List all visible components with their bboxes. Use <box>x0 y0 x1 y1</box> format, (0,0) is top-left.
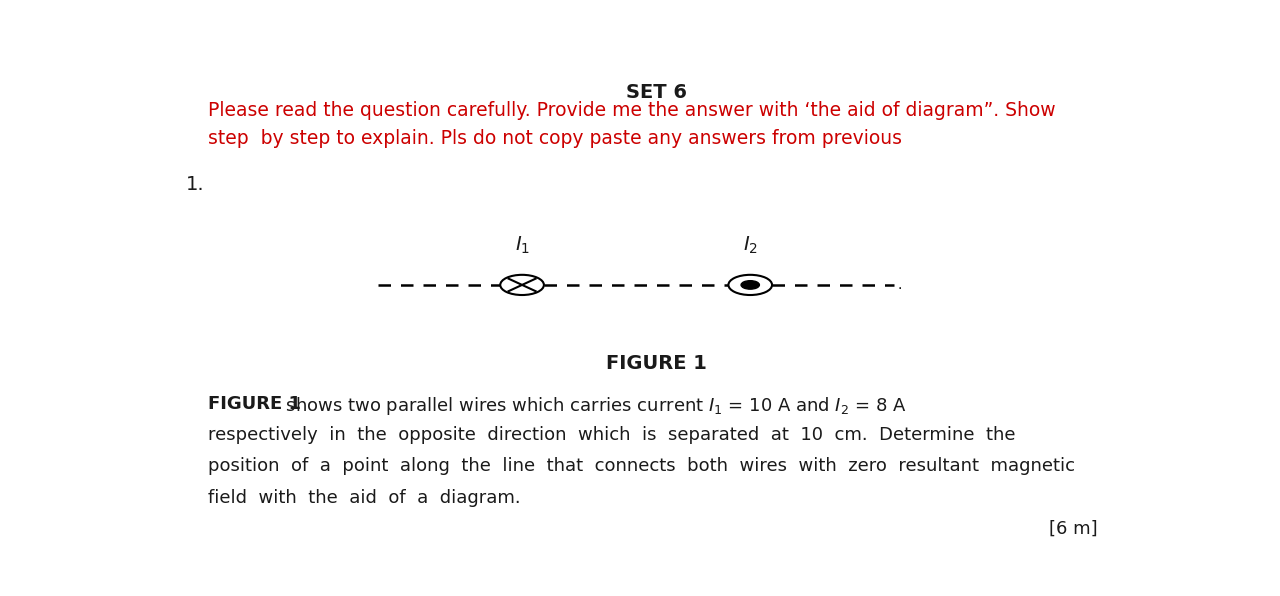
Text: shows two parallel wires which carries current $I_1$ = 10 A and $I_2$ = 8 A: shows two parallel wires which carries c… <box>280 395 906 417</box>
Text: $I_2$: $I_2$ <box>742 235 758 256</box>
Circle shape <box>741 281 759 289</box>
Text: step  by step to explain. Pls do not copy paste any answers from previous: step by step to explain. Pls do not copy… <box>207 129 901 148</box>
Text: field  with  the  aid  of  a  diagram.: field with the aid of a diagram. <box>207 489 520 507</box>
Circle shape <box>500 275 544 295</box>
Text: FIGURE 1: FIGURE 1 <box>207 395 301 413</box>
Text: 1.: 1. <box>186 175 205 194</box>
Text: Please read the question carefully. Provide me the answer with ‘the aid of diagr: Please read the question carefully. Prov… <box>207 101 1055 120</box>
Text: position  of  a  point  along  the  line  that  connects  both  wires  with  zer: position of a point along the line that … <box>207 458 1075 476</box>
Circle shape <box>728 275 772 295</box>
Text: .: . <box>897 278 901 292</box>
Text: respectively  in  the  opposite  direction  which  is  separated  at  10  cm.  D: respectively in the opposite direction w… <box>207 426 1015 444</box>
Text: FIGURE 1: FIGURE 1 <box>605 354 707 372</box>
Text: $I_1$: $I_1$ <box>515 235 530 256</box>
Text: SET 6: SET 6 <box>626 83 686 102</box>
Text: [6 m]: [6 m] <box>1048 520 1097 538</box>
